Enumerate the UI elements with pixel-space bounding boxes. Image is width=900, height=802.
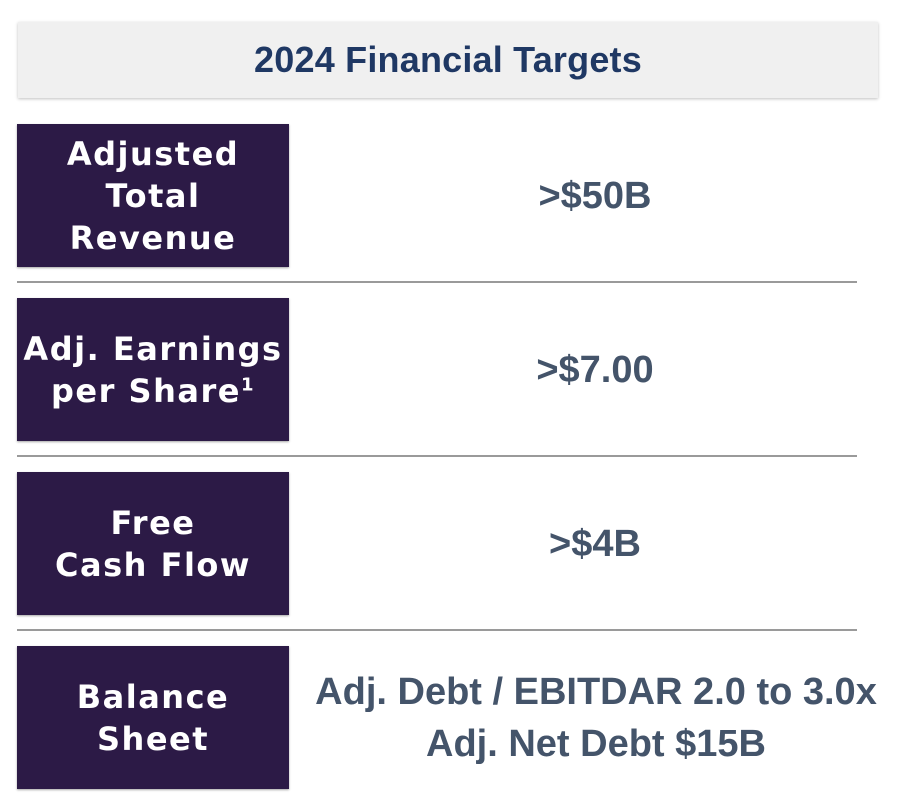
value-adj-earnings-per-share: >$7.00 bbox=[300, 298, 890, 441]
value-balance-sheet: Adj. Debt / EBITDAR 2.0 to 3.0x Adj. Net… bbox=[296, 646, 896, 789]
row-value: >$7.00 bbox=[536, 348, 654, 391]
row-value: Adj. Debt / EBITDAR 2.0 to 3.0x bbox=[315, 670, 877, 713]
row-value: >$4B bbox=[549, 522, 641, 565]
label-adj-earnings-per-share: Adj. Earnings per Share1 bbox=[17, 298, 289, 441]
footnote-marker: 1 bbox=[240, 373, 255, 395]
row-label: Balance Sheet bbox=[76, 677, 230, 758]
row-label: Free Cash Flow bbox=[55, 503, 251, 584]
row-label: Adjusted Total Revenue bbox=[66, 134, 240, 257]
row-label-text: Adj. Earnings per Share bbox=[23, 329, 283, 410]
title-banner: 2024 Financial Targets bbox=[18, 22, 878, 98]
value-adjusted-total-revenue: >$50B bbox=[300, 124, 890, 267]
value-free-cash-flow: >$4B bbox=[300, 472, 890, 615]
row-label: Adj. Earnings per Share1 bbox=[23, 328, 282, 412]
row-divider bbox=[17, 455, 857, 457]
page-title: 2024 Financial Targets bbox=[254, 39, 642, 80]
label-balance-sheet: Balance Sheet bbox=[17, 646, 289, 789]
label-adjusted-total-revenue: Adjusted Total Revenue bbox=[17, 124, 289, 267]
row-value: >$50B bbox=[538, 174, 652, 217]
row-divider bbox=[17, 629, 857, 631]
label-free-cash-flow: Free Cash Flow bbox=[17, 472, 289, 615]
row-value: Adj. Net Debt $15B bbox=[426, 722, 766, 765]
row-divider bbox=[17, 281, 857, 283]
